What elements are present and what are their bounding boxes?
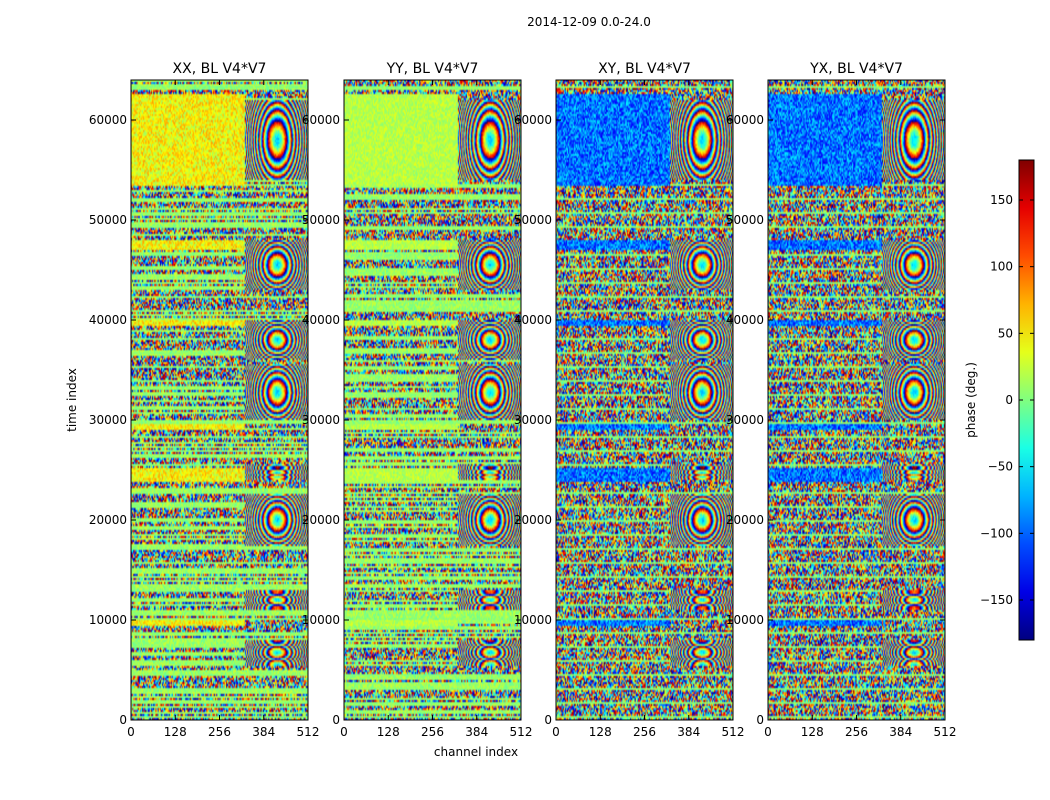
x-tick-label: 256 [845,725,868,739]
y-tick-label: 10000 [302,613,340,627]
y-tick-label: 50000 [89,213,127,227]
panel-3: XY, BL V4*V7 0 128 256 384 512 0 10000 20000 3000… [514,61,745,739]
y-tick-label: 20000 [514,513,552,527]
x-tick-label: 384 [677,725,700,739]
phase-heatmap [768,80,945,720]
panel-2: YY, BL V4*V7 0 128 256 384 512 0 10000 20000 3000… [302,61,533,739]
colorbar-tick-label: −50 [988,460,1013,474]
y-tick-label: 40000 [302,313,340,327]
y-tick-label: 30000 [302,413,340,427]
y-tick-label: 40000 [726,313,764,327]
panel-title: YX, BL V4*V7 [809,61,903,77]
x-tick-label: 0 [127,725,135,739]
x-tick-label: 256 [208,725,231,739]
x-axis-label: channel index [434,745,518,759]
panel-4: YX, BL V4*V7 0 128 256 384 512 0 10000 20000 3000… [726,61,957,739]
x-tick-label: 256 [633,725,656,739]
y-tick-label: 10000 [726,613,764,627]
x-tick-label: 0 [764,725,772,739]
y-tick-label: 60000 [726,113,764,127]
y-axis-label: time index [65,368,79,432]
y-tick-label: 0 [119,713,127,727]
y-tick-label: 60000 [302,113,340,127]
colorbar-tick-label: 100 [990,260,1013,274]
x-tick-label: 0 [552,725,560,739]
x-tick-label: 256 [421,725,444,739]
x-tick-label: 512 [297,725,320,739]
x-tick-label: 128 [801,725,824,739]
y-tick-label: 0 [332,713,340,727]
colorbar-tick-label: 0 [1005,393,1013,407]
panel-1: XX, BL V4*V7 0 128 256 384 512 0 10000 20000 3000… [89,61,320,739]
y-tick-label: 50000 [726,213,764,227]
x-tick-label: 128 [164,725,187,739]
y-tick-label: 50000 [514,213,552,227]
x-tick-label: 384 [889,725,912,739]
x-tick-label: 128 [377,725,400,739]
y-tick-label: 40000 [514,313,552,327]
panels-group: XX, BL V4*V7 0 128 256 384 512 0 10000 20000 3000… [89,61,957,739]
y-tick-label: 60000 [89,113,127,127]
phase-heatmap [556,80,733,720]
colorbar-tick-label: −100 [980,526,1013,540]
y-tick-label: 60000 [514,113,552,127]
figure-title: 2014-12-09 0.0-24.0 [527,15,651,29]
colorbar: 150 100 50 0 −50 −100 −150 [980,159,1035,641]
panel-title: XY, BL V4*V7 [598,61,691,77]
y-tick-label: 30000 [514,413,552,427]
y-tick-label: 0 [544,713,552,727]
colorbar-tick-label: −150 [980,593,1013,607]
y-tick-label: 20000 [89,513,127,527]
x-tick-label: 512 [510,725,533,739]
panel-title: YY, BL V4*V7 [386,61,479,77]
y-tick-label: 30000 [89,413,127,427]
phase-heatmap [344,80,521,720]
x-tick-label: 512 [722,725,745,739]
x-tick-label: 0 [340,725,348,739]
y-tick-label: 20000 [302,513,340,527]
phase-heatmap [131,80,308,720]
x-tick-label: 512 [934,725,957,739]
y-tick-label: 20000 [726,513,764,527]
y-tick-label: 30000 [726,413,764,427]
x-tick-label: 384 [252,725,275,739]
y-tick-label: 0 [756,713,764,727]
panel-title: XX, BL V4*V7 [173,61,267,77]
x-tick-label: 128 [589,725,612,739]
colorbar-label: phase (deg.) [964,362,978,438]
colorbar-tick-label: 150 [990,193,1013,207]
y-tick-label: 10000 [89,613,127,627]
x-tick-label: 384 [465,725,488,739]
y-tick-label: 40000 [89,313,127,327]
colorbar-tick-label: 50 [998,326,1013,340]
y-tick-label: 50000 [302,213,340,227]
y-tick-label: 10000 [514,613,552,627]
